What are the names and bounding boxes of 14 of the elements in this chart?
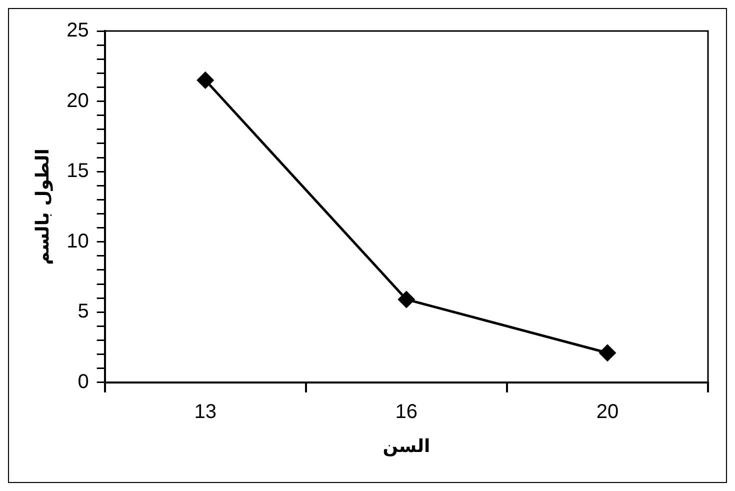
y-tick-label: 15 [66,160,89,182]
point [197,72,214,88]
point [398,291,415,308]
y-tick-label: 5 [78,300,89,323]
x-tick-label: 13 [194,400,216,423]
x-axis-title: السن [382,436,430,457]
point [599,344,616,362]
y-tick-label: 10 [66,230,89,252]
y-tick-label: 25 [66,20,89,42]
x-tick-label: 20 [596,400,619,423]
y-tick-label: 20 [66,90,89,112]
y-axis-title: الطول بالسم [32,148,54,265]
y-tick-label: 0 [78,370,89,393]
x-tick-label: 16 [395,400,418,423]
